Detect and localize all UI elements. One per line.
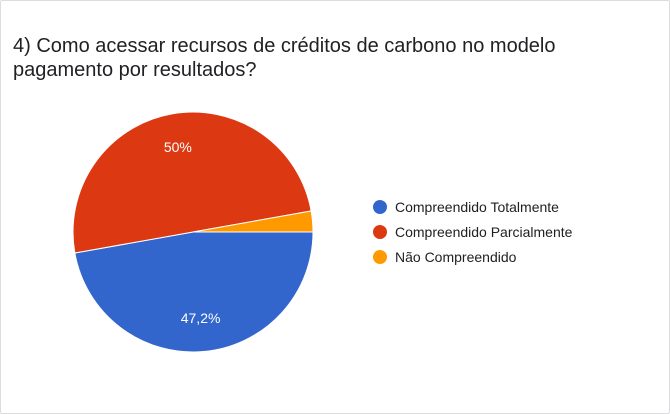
chart-title: 4) Como acessar recursos de créditos de … (13, 35, 556, 81)
pie-slice-first[interactable] (74, 231, 314, 353)
legend-swatch-first (373, 200, 387, 214)
pie-slice-second[interactable] (72, 111, 312, 254)
legend-swatch-third (373, 250, 387, 264)
pie-data-label-second: 50% (164, 139, 192, 155)
pie-data-labels: 47,2% 50% (164, 139, 221, 326)
pie-data-label-first: 47,2% (181, 310, 221, 326)
pie-slices (72, 111, 314, 353)
legend-swatch-second (373, 225, 387, 239)
pie-slice-third[interactable] (192, 210, 314, 233)
legend-label-second: Compreendido Parcialmente (395, 224, 573, 240)
legend-label-third: Não Compreendido (395, 249, 517, 265)
legend-label-first: Compreendido Totalmente (395, 199, 559, 215)
legend: Compreendido Totalmente Compreendido Parc… (373, 199, 573, 265)
